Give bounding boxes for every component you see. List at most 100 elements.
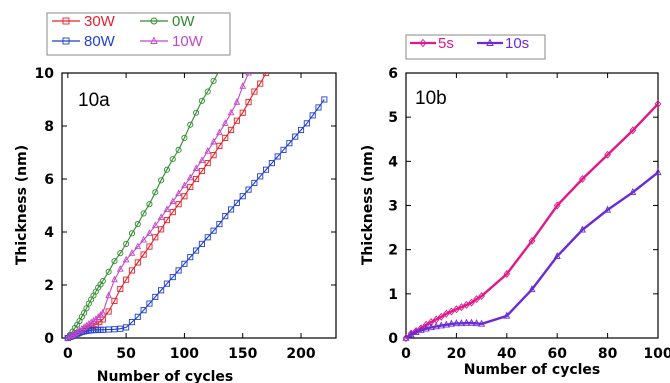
legend-item-10W: 10W [140, 33, 204, 50]
data-point [437, 312, 445, 321]
data-point [152, 234, 159, 241]
data-point [83, 305, 90, 312]
y-axis-label-10a: Thickness (nm) [14, 145, 30, 265]
legend-frame [46, 12, 231, 56]
data-point [111, 326, 118, 333]
data-point [87, 318, 95, 326]
data-point [629, 126, 637, 135]
data-point [222, 213, 229, 220]
x-tick-label: 150 [228, 346, 257, 362]
data-point [251, 88, 258, 95]
data-point [447, 319, 455, 327]
data-point [187, 183, 194, 191]
data-point [204, 160, 211, 167]
data-point [578, 225, 586, 233]
data-point [140, 210, 147, 217]
data-point [503, 269, 511, 278]
x-tick-label: 60 [547, 346, 567, 362]
data-point [442, 320, 450, 328]
data-point [122, 255, 130, 263]
legend-swatch-marker [62, 17, 70, 25]
x-axis-label-10b: Number of cycles [464, 362, 601, 378]
y-tick-label: 2 [388, 243, 398, 259]
data-point [128, 267, 136, 274]
data-point [83, 321, 90, 329]
data-point [280, 146, 287, 153]
x-tick-label: 100 [170, 346, 199, 362]
data-point [427, 323, 435, 331]
data-point [175, 267, 182, 274]
data-point [292, 133, 299, 140]
data-point [458, 303, 465, 312]
data-point [227, 108, 235, 116]
data-point [94, 313, 102, 320]
data-point [204, 88, 211, 95]
data-point [92, 315, 100, 322]
data-point [158, 226, 165, 233]
data-point [134, 220, 141, 228]
data-point [140, 307, 147, 314]
data-point [407, 330, 415, 338]
data-point [579, 175, 586, 183]
data-point [478, 319, 486, 327]
data-point [217, 73, 221, 74]
data-point [198, 167, 205, 175]
x-tick-label: 200 [286, 346, 315, 362]
data-point [111, 258, 118, 265]
panel-label-10a: 10a [78, 90, 110, 111]
data-point [228, 206, 235, 213]
data-point [198, 97, 205, 104]
data-point [169, 197, 177, 205]
legend-item-30W: 30W [52, 13, 116, 30]
data-point [210, 77, 217, 84]
legend-frame [405, 34, 546, 60]
legend-10b: 5s 10s [405, 34, 546, 60]
data-point [85, 320, 93, 327]
legend-label: 80W [84, 33, 116, 50]
legend-label: 5s [438, 35, 454, 52]
data-point [175, 146, 182, 153]
data-point [117, 325, 124, 332]
data-point [169, 156, 176, 163]
data-point [251, 179, 258, 187]
data-point [432, 322, 440, 330]
data-point [223, 60, 228, 65]
plot-frame-10b [405, 72, 659, 339]
data-point [257, 80, 264, 87]
series-5s [402, 99, 662, 342]
data-point [210, 137, 217, 145]
data-point [116, 264, 124, 272]
data-point [163, 280, 170, 287]
legend-swatch-marker [486, 38, 494, 46]
data-point [198, 156, 206, 164]
legend-label: 0W [172, 13, 195, 30]
series-10W [64, 73, 252, 341]
data-point [80, 323, 88, 330]
y-tick-label: 3 [388, 199, 398, 215]
data-point [654, 99, 662, 108]
x-tick-label: 100 [643, 346, 670, 362]
data-point [233, 199, 240, 206]
data-point [175, 201, 182, 208]
data-point [158, 177, 165, 184]
chart-10b: 5s 10s 10b 0 20 40 60 80 100 0 1 2 3 4 5 6 Number of … [360, 34, 670, 378]
data-point [321, 96, 328, 103]
data-point [262, 166, 270, 173]
data-point [478, 292, 485, 301]
data-point [123, 324, 130, 331]
chart-10a: 30W 0W 80W 10W 10a 0 50 100 150 200 0 2 4 6 8 10 Numb… [14, 12, 337, 383]
data-point [105, 326, 112, 333]
data-point [437, 321, 445, 329]
data-point [422, 324, 430, 332]
data-point [181, 134, 188, 141]
y-tick-label: 6 [388, 66, 398, 82]
data-point [216, 142, 223, 149]
data-point [210, 152, 217, 159]
x-axis-label-10a: Number of cycles [97, 369, 234, 383]
x-tick-label: 20 [447, 346, 467, 362]
data-point [64, 333, 72, 341]
data-point [187, 121, 194, 128]
data-point [163, 166, 170, 173]
data-point [69, 331, 76, 338]
data-point [216, 128, 223, 136]
